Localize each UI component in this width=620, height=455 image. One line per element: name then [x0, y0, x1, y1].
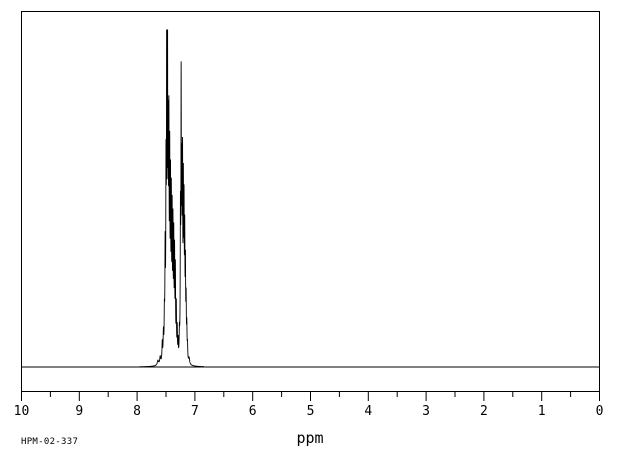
x-axis-tick-label: 2: [480, 404, 488, 419]
x-axis-title: ppm: [296, 429, 323, 447]
x-axis-tick-label: 4: [364, 404, 372, 419]
x-axis-tick-label: 1: [538, 404, 546, 419]
x-axis-tick-label: 7: [191, 404, 199, 419]
x-axis-tick-label: 3: [422, 404, 430, 419]
x-axis-tick-label: 5: [307, 404, 315, 419]
sample-id-label: HPM-02-337: [21, 437, 78, 447]
nmr-trace: [21, 29, 600, 368]
x-axis-tick-labels: 10 9 8 7 6 5 4 3 2 1 0: [14, 404, 604, 419]
plot-frame: [21, 11, 600, 392]
x-axis-tick-label: 6: [249, 404, 257, 419]
x-axis-tick-label: 10: [14, 404, 30, 419]
x-axis-tick-label: 0: [596, 404, 604, 419]
x-axis-ticks: [21, 392, 600, 401]
x-axis-tick-label: 9: [75, 404, 83, 419]
x-axis-tick-label: 8: [133, 404, 141, 419]
